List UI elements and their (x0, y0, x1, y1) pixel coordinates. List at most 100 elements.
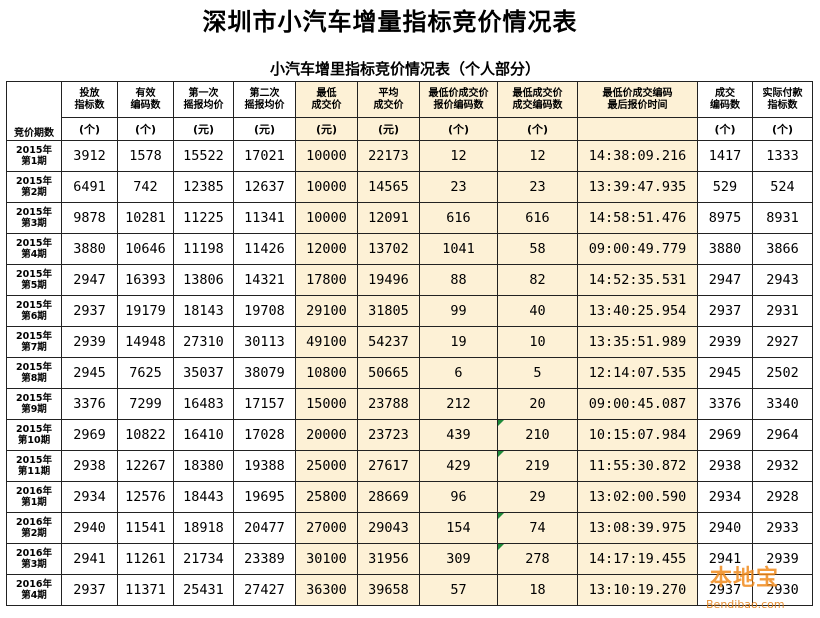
table-cell: 2927 (752, 326, 813, 358)
table-row: 2016年 第3期 2941 11261 21734 23389 30100 31956 309… (6, 543, 813, 575)
unit-cell: (个) (752, 117, 813, 141)
table-cell: 12000 (295, 233, 358, 265)
table-cell: 10822 (117, 419, 174, 451)
table-cell: 529 (697, 171, 753, 203)
table-cell: 10:15:07.984 (577, 419, 698, 451)
auction-table: 竞价期数 投放 指标数 有效 编码数 第一次 摇报均价 第二次 摇报均价 最低 成交价 平… (6, 81, 813, 606)
table-cell: 18443 (173, 481, 234, 513)
header-cell: 实际付款 指标数 (752, 81, 813, 118)
unit-row: (个) (个) (元) (元) (元) (元) (个) (个) (个) (个) (7, 117, 813, 141)
table-cell: 22173 (357, 140, 420, 172)
table-cell: 2939 (752, 543, 813, 575)
table-cell: 19496 (357, 264, 420, 296)
period-cell: 2016年 第3期 (6, 543, 62, 575)
table-cell: 524 (752, 171, 813, 203)
table-cell: 2969 (61, 419, 118, 451)
table-row: 2015年 第3期 9878 10281 11225 11341 10000 12091 616… (6, 202, 813, 234)
table-cell: 8931 (752, 202, 813, 234)
table-cell: 2937 (61, 295, 118, 327)
table-cell: 74 (497, 512, 578, 544)
table-cell: 25000 (295, 450, 358, 482)
table-cell: 17157 (233, 388, 296, 420)
table-cell: 2933 (752, 512, 813, 544)
table-cell: 13:10:19.270 (577, 574, 698, 606)
table-cell: 19388 (233, 450, 296, 482)
table-cell: 20477 (233, 512, 296, 544)
table-cell: 2945 (697, 357, 753, 389)
period-cell: 2015年 第9期 (6, 388, 62, 420)
table-cell: 3376 (61, 388, 118, 420)
table-row: 2015年 第9期 3376 7299 16483 17157 15000 23788 212 2… (6, 388, 813, 420)
table-cell: 439 (419, 419, 498, 451)
table-cell: 2941 (697, 543, 753, 575)
table-cell: 18918 (173, 512, 234, 544)
period-cell: 2015年 第11期 (6, 450, 62, 482)
period-cell: 2015年 第10期 (6, 419, 62, 451)
table-cell: 17800 (295, 264, 358, 296)
period-cell: 2015年 第8期 (6, 357, 62, 389)
header-cell: 最低成交价 成交编码数 (497, 81, 578, 118)
table-cell: 27617 (357, 450, 420, 482)
table-cell: 11261 (117, 543, 174, 575)
table-cell: 25431 (173, 574, 234, 606)
table-cell: 14948 (117, 326, 174, 358)
table-cell: 278 (497, 543, 578, 575)
table-cell: 2931 (752, 295, 813, 327)
table-cell: 27310 (173, 326, 234, 358)
table-cell: 12385 (173, 171, 234, 203)
page-title: 深圳市小汽车增量指标竞价情况表 (202, 8, 578, 36)
table-cell: 99 (419, 295, 498, 327)
table-cell: 23723 (357, 419, 420, 451)
table-cell: 38079 (233, 357, 296, 389)
table-cell: 2937 (61, 574, 118, 606)
table-row: 2015年 第6期 2937 19179 18143 19708 29100 31805 99 4… (6, 295, 813, 327)
table-cell: 14:52:35.531 (577, 264, 698, 296)
unit-cell: (个) (697, 117, 753, 141)
table-cell: 19 (419, 326, 498, 358)
table-cell: 28669 (357, 481, 420, 513)
table-cell: 16393 (117, 264, 174, 296)
table-cell: 16410 (173, 419, 234, 451)
table-cell: 14:17:19.455 (577, 543, 698, 575)
table-cell: 11225 (173, 202, 234, 234)
table-cell: 18380 (173, 450, 234, 482)
table-cell: 88 (419, 264, 498, 296)
table-cell: 616 (497, 202, 578, 234)
unit-cell: (元) (295, 117, 358, 141)
table-cell: 10000 (295, 202, 358, 234)
unit-cell: (个) (419, 117, 498, 141)
table-cell: 14:58:51.476 (577, 202, 698, 234)
table-cell: 36300 (295, 574, 358, 606)
period-cell: 2016年 第4期 (6, 574, 62, 606)
table-cell: 10800 (295, 357, 358, 389)
table-cell: 2934 (697, 481, 753, 513)
table-cell: 5 (497, 357, 578, 389)
period-cell: 2015年 第4期 (6, 233, 62, 265)
table-cell: 23788 (357, 388, 420, 420)
table-cell: 1041 (419, 233, 498, 265)
header-cell: 最低价成交编码 最后报价时间 (577, 81, 698, 118)
table-cell: 3880 (697, 233, 753, 265)
table-cell: 2945 (61, 357, 118, 389)
table-cell: 13:08:39.975 (577, 512, 698, 544)
table-cell: 11:55:30.872 (577, 450, 698, 482)
table-cell: 2937 (697, 574, 753, 606)
table-cell: 2937 (697, 295, 753, 327)
header-cell: 平均 成交价 (357, 81, 420, 118)
table-cell: 39658 (357, 574, 420, 606)
table-row: 2016年 第4期 2937 11371 25431 27427 36300 39658 57 1… (6, 574, 813, 606)
table-cell: 2943 (752, 264, 813, 296)
table-cell: 16483 (173, 388, 234, 420)
table-cell: 57 (419, 574, 498, 606)
table-cell: 2941 (61, 543, 118, 575)
period-cell: 2015年 第1期 (6, 140, 62, 172)
table-cell: 23389 (233, 543, 296, 575)
table-cell: 29 (497, 481, 578, 513)
table-cell: 2947 (61, 264, 118, 296)
table-cell: 3912 (61, 140, 118, 172)
unit-cell: (元) (233, 117, 296, 141)
table-cell: 13:02:00.590 (577, 481, 698, 513)
table-cell: 23 (497, 171, 578, 203)
table-cell: 6491 (61, 171, 118, 203)
table-cell: 18143 (173, 295, 234, 327)
